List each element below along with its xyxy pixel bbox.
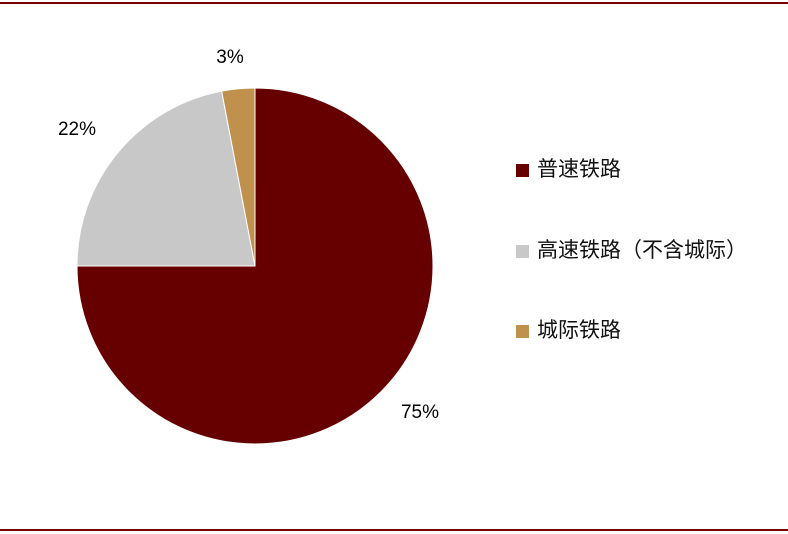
top-rule (0, 2, 788, 4)
legend-swatch (516, 325, 529, 338)
legend-swatch (516, 245, 529, 258)
legend-label: 城际铁路 (537, 318, 621, 342)
data-label: 75% (401, 402, 439, 423)
bottom-rule (0, 529, 788, 531)
legend-label: 普速铁路 (537, 157, 621, 181)
data-label: 3% (216, 47, 244, 68)
pie-slice (76, 90, 256, 267)
legend-swatch (516, 164, 529, 177)
pie-slice (76, 87, 434, 445)
pie-slice (221, 87, 256, 267)
legend-item-1: 高速铁路（不含城际） (516, 233, 756, 267)
legend-item-2: 城际铁路 (516, 313, 756, 347)
legend-label: 高速铁路（不含城际） (537, 238, 747, 262)
data-label: 22% (58, 119, 96, 140)
legend-item-0: 普速铁路 (516, 152, 756, 186)
